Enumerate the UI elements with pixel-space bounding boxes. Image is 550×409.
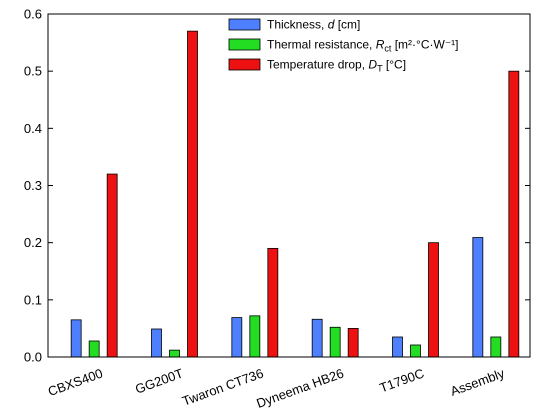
- bar-series-2-gg200t: [187, 30, 198, 358]
- x-tick-label: Assembly: [448, 365, 507, 399]
- bar-series-1-dyneema-hb26: [329, 326, 341, 358]
- bar-series-1-assembly: [490, 336, 502, 358]
- bar-series-0-twaron-ct736: [231, 317, 243, 358]
- bars: [70, 30, 520, 358]
- bar-series-2-t1790c: [428, 242, 439, 358]
- y-tick-label: 0.6: [24, 7, 42, 22]
- x-tick-label: Twaron CT736: [180, 365, 265, 408]
- x-tick-label: GG200T: [133, 365, 185, 396]
- x-tick-label: Dyneema HB26: [254, 365, 345, 409]
- y-tick-label: 0.1: [24, 292, 42, 307]
- y-tick-label: 0.2: [24, 235, 42, 250]
- legend-swatch-2: [228, 58, 261, 71]
- y-tick-label: 0.3: [24, 178, 42, 193]
- plot-frame: [47, 13, 531, 358]
- y-tick-label: 0.0: [24, 350, 42, 365]
- bar-series-2-cbxs400: [106, 173, 118, 358]
- bar-series-2-dyneema-hb26: [347, 328, 359, 358]
- bar-series-0-assembly: [472, 237, 484, 358]
- bar-series-1-t1790c: [410, 344, 421, 358]
- x-tick-label: T1790C: [377, 365, 426, 395]
- legend-swatch-0: [228, 18, 261, 31]
- legend-label-2: Temperature drop, DT [°C]: [267, 58, 406, 74]
- bar-series-0-cbxs400: [70, 319, 82, 358]
- bar-series-0-t1790c: [392, 336, 403, 358]
- bar-series-1-twaron-ct736: [249, 315, 261, 358]
- legend: Thickness, d [cm] Thermal resistance, Rct…: [228, 18, 459, 74]
- y-tick-label: 0.4: [24, 121, 42, 136]
- bar-series-1-gg200t: [169, 349, 180, 358]
- x-tick-label: CBXS400: [46, 365, 105, 399]
- legend-swatch-1: [228, 38, 261, 51]
- bar-series-1-cbxs400: [88, 340, 100, 358]
- y-tick-label: 0.5: [24, 64, 42, 79]
- bar-series-0-dyneema-hb26: [311, 318, 323, 358]
- bar-series-2-assembly: [508, 70, 520, 358]
- legend-label-0: Thickness, d [cm]: [267, 18, 360, 32]
- legend-label-1: Thermal resistance, Rct [m²·°C·W⁻¹]: [267, 38, 459, 54]
- bar-series-2-twaron-ct736: [267, 247, 279, 358]
- bar-series-0-gg200t: [151, 328, 162, 358]
